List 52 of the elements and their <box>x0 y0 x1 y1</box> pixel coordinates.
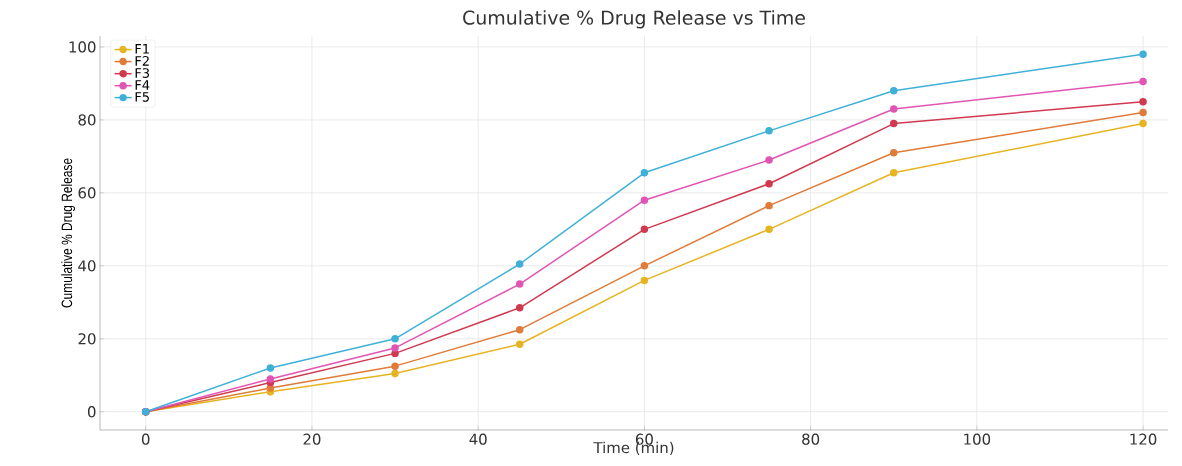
x-tick-label: 120 <box>1130 433 1157 445</box>
point <box>391 349 399 358</box>
y-tick-label: 20 <box>78 333 96 345</box>
point <box>765 201 773 210</box>
y-tick-label: 60 <box>78 187 96 199</box>
legend-label: F5 <box>135 92 149 102</box>
point <box>890 119 898 128</box>
point <box>515 304 524 312</box>
x-tick-label: 100 <box>964 433 991 445</box>
y-tick-label: 40 <box>78 260 96 272</box>
point <box>1139 119 1147 128</box>
point <box>391 344 399 352</box>
point <box>391 369 399 378</box>
point <box>890 86 898 95</box>
x-tick-label: 20 <box>303 433 321 445</box>
point <box>765 180 773 188</box>
chart-title: Cumulative % Drug Release vs Time <box>463 10 805 29</box>
point <box>1139 77 1147 86</box>
point <box>640 225 649 234</box>
point <box>266 375 275 383</box>
point <box>1139 97 1147 106</box>
point <box>765 156 773 164</box>
point <box>890 149 898 157</box>
point <box>515 340 524 349</box>
y-tick-label: 80 <box>78 114 96 126</box>
legend-label: F4 <box>135 80 150 90</box>
point <box>765 225 773 234</box>
legend-label: F1 <box>135 44 149 54</box>
y-tick-label: 0 <box>87 406 96 418</box>
point <box>640 169 649 177</box>
point <box>640 276 649 285</box>
legend-label: F3 <box>135 68 150 78</box>
point <box>1139 50 1147 58</box>
point <box>391 362 399 370</box>
y-tick-label: 100 <box>69 41 96 53</box>
point <box>640 196 649 204</box>
point <box>515 280 524 288</box>
x-tick-label: 0 <box>141 433 150 445</box>
point <box>515 325 524 334</box>
point <box>1139 108 1147 117</box>
point <box>266 364 275 372</box>
point <box>391 335 399 343</box>
point <box>640 262 649 270</box>
point <box>515 260 524 268</box>
point <box>765 127 773 135</box>
legend-label: F2 <box>135 56 149 66</box>
y-axis-title: Cumulative % Drug Release <box>61 158 76 308</box>
x-tick-label: 40 <box>469 433 487 445</box>
point <box>890 105 898 113</box>
x-tick-label: 80 <box>802 433 820 445</box>
point <box>266 384 275 392</box>
point <box>890 169 898 177</box>
